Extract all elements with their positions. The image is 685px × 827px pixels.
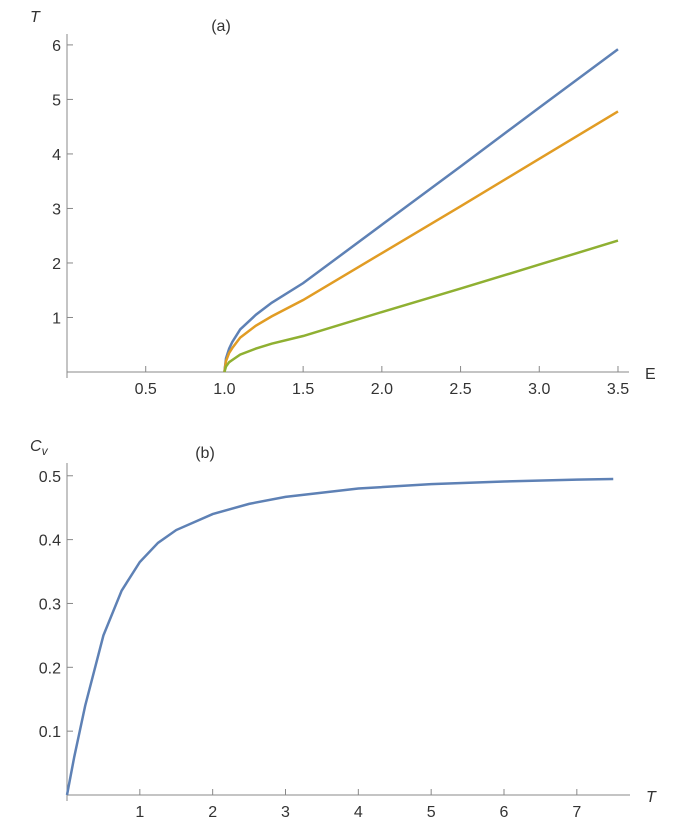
x-tick-label: 1.5 (292, 381, 314, 398)
y-tick-label: 2 (52, 256, 61, 273)
y-tick-label: 0.3 (39, 596, 61, 613)
y-axis-label: Cv (30, 438, 49, 458)
y-tick-label: 5 (52, 92, 61, 109)
y-tick-label: 1 (52, 310, 61, 327)
x-axis-label: T (646, 789, 657, 806)
x-tick-label: 3 (281, 804, 290, 821)
y-tick-label: 4 (52, 147, 61, 164)
x-tick-label: 5 (427, 804, 436, 821)
line-series (223, 239, 619, 373)
x-tick-label: 6 (500, 804, 509, 821)
x-tick-label: 2.5 (449, 381, 471, 398)
y-tick-label: 0.2 (39, 660, 61, 677)
line-series (65, 477, 614, 796)
x-tick-label: 0.5 (135, 381, 157, 398)
line-series (223, 110, 619, 373)
x-tick-label: 4 (354, 804, 363, 821)
x-tick-label: 7 (572, 804, 581, 821)
y-tick-label: 0.4 (39, 533, 61, 550)
y-axis-label-main: C (30, 438, 42, 455)
x-axis-label: E (645, 366, 656, 383)
x-tick-label: 1 (135, 804, 144, 821)
y-tick-label: 6 (52, 38, 61, 55)
y-tick-label: 3 (52, 201, 61, 218)
y-tick-label: 0.1 (39, 724, 61, 741)
y-axis-label-sub: v (42, 444, 49, 458)
y-tick-label: 0.5 (39, 469, 61, 486)
annotation: (a) (211, 18, 231, 35)
x-tick-label: 1.0 (213, 381, 235, 398)
x-tick-label: 2.0 (371, 381, 393, 398)
y-axis-label: T (30, 9, 41, 26)
x-tick-label: 3.0 (528, 381, 550, 398)
x-tick-label: 2 (208, 804, 217, 821)
y-axis-label-main: T (30, 9, 41, 26)
line-series (223, 48, 619, 373)
annotation: (b) (195, 445, 215, 462)
x-tick-label: 3.5 (607, 381, 629, 398)
